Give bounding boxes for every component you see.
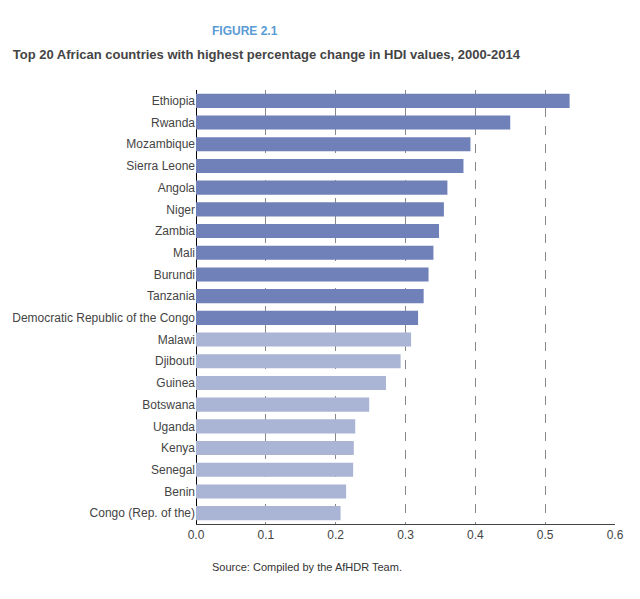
svg-text:0.0: 0.0 [188, 528, 205, 542]
svg-text:Congo (Rep. of the): Congo (Rep. of the) [90, 506, 195, 520]
svg-text:Sierra Leone: Sierra Leone [126, 159, 195, 173]
svg-text:Niger: Niger [166, 203, 195, 217]
svg-text:Malawi: Malawi [158, 333, 195, 347]
svg-text:Mali: Mali [173, 246, 195, 260]
svg-text:Top 20 African countries with: Top 20 African countries with highest pe… [13, 47, 521, 62]
svg-text:Mozambique: Mozambique [126, 137, 195, 151]
svg-text:Angola: Angola [158, 181, 196, 195]
svg-text:Djibouti: Djibouti [155, 354, 195, 368]
svg-text:Zambia: Zambia [155, 224, 195, 238]
svg-text:Uganda: Uganda [153, 420, 195, 434]
svg-text:FIGURE 2.1: FIGURE 2.1 [212, 24, 278, 38]
svg-text:0.6: 0.6 [607, 528, 624, 542]
svg-text:0.1: 0.1 [257, 528, 274, 542]
svg-text:Guinea: Guinea [156, 376, 195, 390]
svg-text:0.5: 0.5 [537, 528, 554, 542]
svg-text:Kenya: Kenya [161, 441, 195, 455]
svg-text:0.4: 0.4 [467, 528, 484, 542]
svg-text:Democratic Republic of the Con: Democratic Republic of the Congo [12, 311, 195, 325]
svg-text:Source: Compiled by the AfHDR: Source: Compiled by the AfHDR Team. [212, 561, 402, 573]
svg-text:Ethiopia: Ethiopia [152, 94, 196, 108]
svg-text:Botswana: Botswana [142, 398, 195, 412]
svg-text:0.3: 0.3 [397, 528, 414, 542]
svg-text:Burundi: Burundi [154, 268, 195, 282]
svg-text:Benin: Benin [164, 485, 195, 499]
svg-text:Tanzania: Tanzania [147, 289, 195, 303]
svg-text:0.2: 0.2 [327, 528, 344, 542]
svg-text:Senegal: Senegal [151, 463, 195, 477]
svg-text:Rwanda: Rwanda [151, 116, 195, 130]
